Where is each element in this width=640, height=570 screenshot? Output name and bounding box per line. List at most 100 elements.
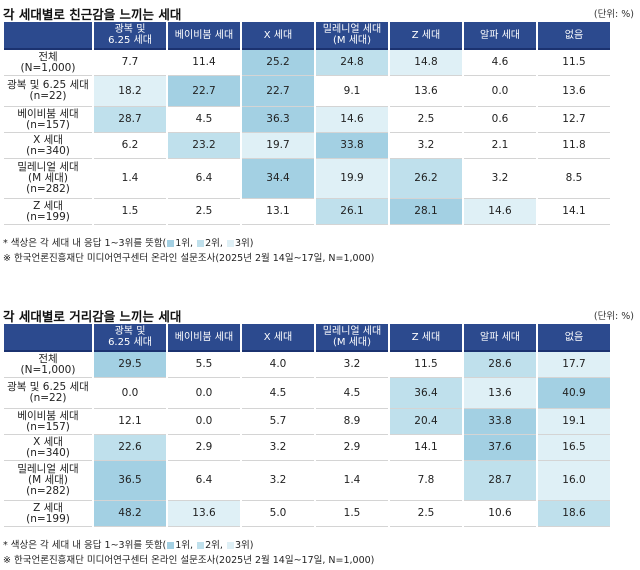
rank1-legend-label: 1위, xyxy=(175,238,194,249)
value-cell: 1.4 xyxy=(94,159,166,199)
row-label: 베이비붐 세대 (n=157) xyxy=(4,409,92,435)
value-cell: 37.6 xyxy=(464,435,536,461)
table-row: 전체 (N=1,000) 7.7 11.4 25.2 24.8 14.8 4.6 11.5 xyxy=(4,50,610,76)
table-row: 전체 (N=1,000) 29.5 5.5 4.0 3.2 11.5 28.6 17.7 xyxy=(4,352,610,378)
table-row: 광복 및 6.25 세대 (n=22) 18.2 22.7 22.7 9.1 13.6 0.0… xyxy=(4,76,610,107)
rank2-legend-label: 2위, xyxy=(205,540,223,551)
value-cell: 25.2 xyxy=(242,50,314,76)
value-cell: 11.8 xyxy=(538,133,610,159)
value-cell: 11.5 xyxy=(390,352,462,378)
value-cell: 22.7 xyxy=(168,76,240,107)
rank2-legend-label: 2위, xyxy=(205,238,223,249)
value-cell: 4.5 xyxy=(168,107,240,133)
row-label: 광복 및 6.25 세대 (n=22) xyxy=(4,76,92,107)
value-cell: 1.5 xyxy=(316,501,388,527)
value-cell: 17.7 xyxy=(538,352,610,378)
value-cell: 3.2 xyxy=(242,461,314,501)
table-row: 밀레니얼 세대 (M 세대) (n=282) 1.4 6.4 34.4 19.9 26.2 3.… xyxy=(4,159,610,199)
value-cell: 1.5 xyxy=(94,199,166,225)
value-cell: 36.5 xyxy=(94,461,166,501)
value-cell: 2.1 xyxy=(464,133,536,159)
value-cell: 0.6 xyxy=(464,107,536,133)
header-row: 광복 및 6.25 세대 베이비붐 세대 X 세대 밀레니얼 세대 (M 세대) Z 세대 알… xyxy=(4,22,610,50)
row-label: 밀레니얼 세대 (M 세대) (n=282) xyxy=(4,461,92,501)
value-cell: 16.5 xyxy=(538,435,610,461)
value-cell: 19.7 xyxy=(242,133,314,159)
value-cell: 13.6 xyxy=(390,76,462,107)
value-cell: 3.2 xyxy=(316,352,388,378)
value-cell: 14.1 xyxy=(390,435,462,461)
affinity-source-note: ※ 한국언론진흥재단 미디어연구센터 온라인 설문조사(2025년 2월 14일… xyxy=(3,253,375,264)
value-cell: 11.4 xyxy=(168,50,240,76)
value-cell: 12.1 xyxy=(94,409,166,435)
value-cell: 4.5 xyxy=(242,378,314,409)
value-cell: 18.6 xyxy=(538,501,610,527)
value-cell: 7.8 xyxy=(390,461,462,501)
value-cell: 33.8 xyxy=(316,133,388,159)
value-cell: 22.6 xyxy=(94,435,166,461)
row-label: X 세대 (n=340) xyxy=(4,435,92,461)
value-cell: 4.5 xyxy=(316,378,388,409)
value-cell: 48.2 xyxy=(94,501,166,527)
column-header: Z 세대 xyxy=(390,22,462,50)
distance-table: 광복 및 6.25 세대 베이비붐 세대 X 세대 밀레니얼 세대 (M 세대) Z 세대 알… xyxy=(2,324,612,527)
row-label: 베이비붐 세대 (n=157) xyxy=(4,107,92,133)
column-header: 알파 세대 xyxy=(464,324,536,352)
table-row: 베이비붐 세대 (n=157) 12.1 0.0 5.7 8.9 20.4 33.8 19.1 xyxy=(4,409,610,435)
value-cell: 2.9 xyxy=(316,435,388,461)
value-cell: 19.1 xyxy=(538,409,610,435)
table-row: X 세대 (n=340) 22.6 2.9 3.2 2.9 14.1 37.6 16.5 xyxy=(4,435,610,461)
value-cell: 29.5 xyxy=(94,352,166,378)
value-cell: 10.6 xyxy=(464,501,536,527)
value-cell: 28.7 xyxy=(94,107,166,133)
value-cell: 12.7 xyxy=(538,107,610,133)
table-row: 베이비붐 세대 (n=157) 28.7 4.5 36.3 14.6 2.5 0.6 12.7 xyxy=(4,107,610,133)
row-label: 밀레니얼 세대 (M 세대) (n=282) xyxy=(4,159,92,199)
value-cell: 33.8 xyxy=(464,409,536,435)
distance-note-text: * 색상은 각 세대 내 응답 1~3위를 뜻함( xyxy=(3,540,167,551)
row-label: Z 세대 (n=199) xyxy=(4,199,92,225)
rank2-swatch xyxy=(197,240,205,247)
column-header: 밀레니얼 세대 (M 세대) xyxy=(316,324,388,352)
value-cell: 24.8 xyxy=(316,50,388,76)
affinity-title-row: 각 세대별로 친근감을 느끼는 세대 (단위: %) xyxy=(0,0,640,22)
column-header: 베이비붐 세대 xyxy=(168,324,240,352)
distance-title-row: 각 세대별로 거리감을 느끼는 세대 (단위: %) xyxy=(0,302,640,324)
value-cell: 6.4 xyxy=(168,159,240,199)
affinity-note-text: * 색상은 각 세대 내 응답 1~3위를 뜻함( xyxy=(3,238,167,249)
row-label: 전체 (N=1,000) xyxy=(4,50,92,76)
row-label: Z 세대 (n=199) xyxy=(4,501,92,527)
value-cell: 3.2 xyxy=(242,435,314,461)
value-cell: 36.3 xyxy=(242,107,314,133)
value-cell: 16.0 xyxy=(538,461,610,501)
value-cell: 2.5 xyxy=(390,501,462,527)
value-cell: 5.7 xyxy=(242,409,314,435)
header-corner-cell xyxy=(4,22,92,50)
value-cell: 18.2 xyxy=(94,76,166,107)
value-cell: 2.5 xyxy=(390,107,462,133)
value-cell: 22.7 xyxy=(242,76,314,107)
value-cell: 1.4 xyxy=(316,461,388,501)
value-cell: 0.0 xyxy=(464,76,536,107)
rank3-legend-label: 3위) xyxy=(234,238,254,249)
value-cell: 9.1 xyxy=(316,76,388,107)
value-cell: 4.6 xyxy=(464,50,536,76)
affinity-unit-label: (단위: %) xyxy=(593,9,634,20)
value-cell: 4.0 xyxy=(242,352,314,378)
value-cell: 6.4 xyxy=(168,461,240,501)
value-cell: 36.4 xyxy=(390,378,462,409)
affinity-table-title: 각 세대별로 친근감을 느끼는 세대 xyxy=(3,7,182,22)
distance-section: 각 세대별로 거리감을 느끼는 세대 (단위: %) 광복 및 6.25 세대 베이… xyxy=(0,302,640,566)
value-cell: 26.1 xyxy=(316,199,388,225)
value-cell: 0.0 xyxy=(168,409,240,435)
table-row: 밀레니얼 세대 (M 세대) (n=282) 36.5 6.4 3.2 1.4 7.8 28.7… xyxy=(4,461,610,501)
table-row: X 세대 (n=340) 6.2 23.2 19.7 33.8 3.2 2.1 11.8 xyxy=(4,133,610,159)
row-label: 전체 (N=1,000) xyxy=(4,352,92,378)
header-corner-cell xyxy=(4,324,92,352)
value-cell: 2.5 xyxy=(168,199,240,225)
value-cell: 13.6 xyxy=(464,378,536,409)
value-cell: 0.0 xyxy=(168,378,240,409)
header-row: 광복 및 6.25 세대 베이비붐 세대 X 세대 밀레니얼 세대 (M 세대) Z 세대 알… xyxy=(4,324,610,352)
distance-table-title: 각 세대별로 거리감을 느끼는 세대 xyxy=(3,309,182,324)
value-cell: 5.0 xyxy=(242,501,314,527)
